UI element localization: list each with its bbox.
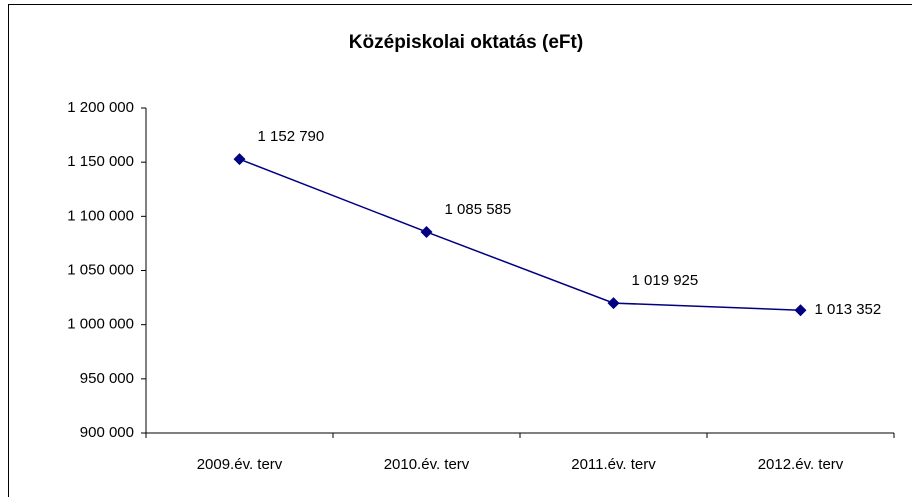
marker bbox=[420, 225, 433, 238]
y-tick-label: 900 000 bbox=[80, 424, 134, 441]
y-tick-label: 1 100 000 bbox=[67, 207, 134, 224]
y-tick-label: 950 000 bbox=[80, 370, 134, 387]
chart-frame bbox=[8, 4, 912, 497]
y-tick-label: 1 000 000 bbox=[67, 316, 134, 333]
data-label: 1 152 790 bbox=[258, 128, 325, 145]
y-tick-label: 1 200 000 bbox=[67, 99, 134, 116]
x-tick-label: 2011.év. terv bbox=[571, 456, 656, 473]
marker bbox=[607, 297, 620, 310]
data-label: 1 085 585 bbox=[445, 201, 512, 218]
marker bbox=[794, 304, 807, 317]
y-tick-label: 1 150 000 bbox=[67, 153, 134, 170]
x-tick-label: 2009.év. terv bbox=[197, 456, 283, 473]
y-tick-label: 1 050 000 bbox=[67, 261, 134, 278]
data-label: 1 013 352 bbox=[815, 301, 882, 318]
chart-title: Középiskolai oktatás (eFt) bbox=[349, 32, 583, 53]
line bbox=[239, 158, 801, 311]
x-tick-label: 2012.év. terv bbox=[758, 456, 844, 473]
data-label: 1 019 925 bbox=[632, 272, 699, 289]
x-tick-label: 2010.év. terv bbox=[384, 456, 470, 473]
marker bbox=[233, 153, 246, 166]
